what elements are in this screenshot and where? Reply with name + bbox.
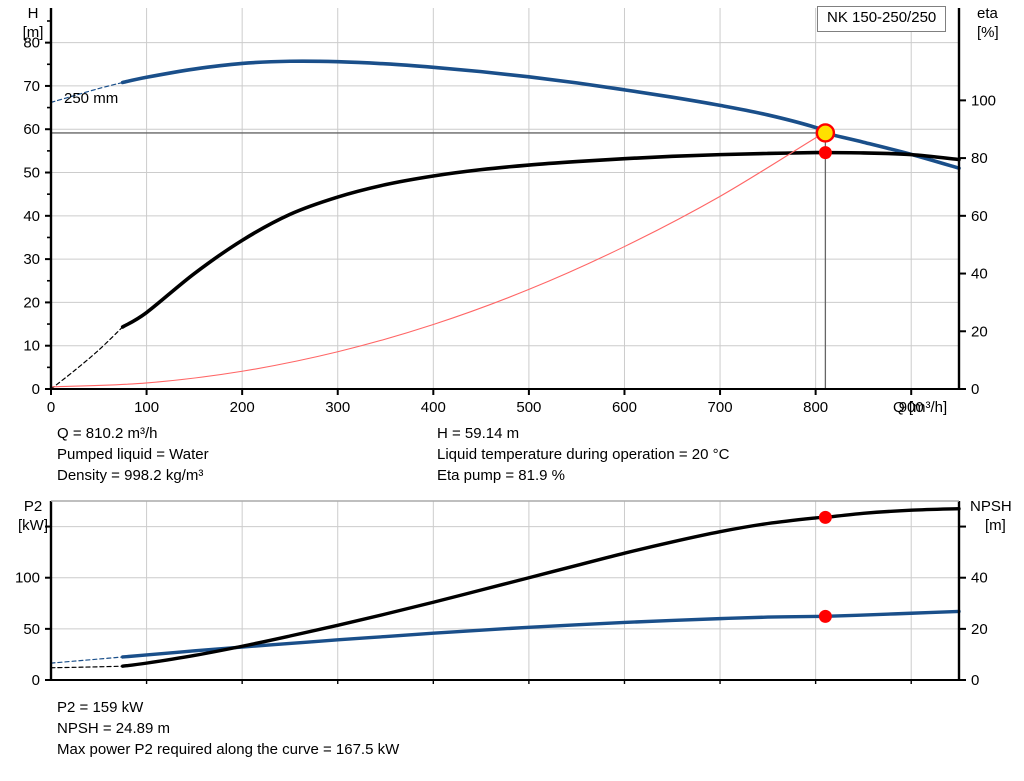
curve-npsh	[120, 609, 961, 659]
duty-point-marker-efficiency[interactable]	[818, 146, 832, 160]
y-axis-left-tick-label: 40	[23, 208, 40, 225]
y-axis-right-tick-label: 80	[971, 150, 988, 167]
y-axis-left-tick-label: 50	[23, 165, 40, 182]
y-axis-right-tick-label: 0	[971, 672, 979, 689]
y-axis-left-ticks: 0 50 100	[15, 525, 51, 689]
y-axis-left-tick-label: 80	[23, 35, 40, 52]
info-eta-pump: Eta pump = 81.9 %	[437, 467, 565, 484]
y-axis-left-unit: [m]	[23, 24, 44, 41]
x-axis-ticks: 0 100 200 300 400 500 600 700 800 900	[47, 389, 924, 416]
info-pumped-liquid: Pumped liquid = Water	[57, 446, 209, 463]
pump-model-label: NK 150-250/250	[817, 6, 947, 32]
curve-power-p2-extrapolated	[50, 665, 124, 669]
y-axis-right-tick-label: 40	[971, 570, 988, 587]
info-npsh: NPSH = 24.89 m	[57, 720, 170, 737]
y-axis-right-tick-label: 20	[971, 621, 988, 638]
y-axis-right-tick-label: 60	[971, 208, 988, 225]
x-axis-tick-label: 600	[612, 399, 637, 416]
y-axis-left-title: H	[28, 5, 39, 22]
x-axis-tick-label: 300	[325, 399, 350, 416]
info-flow: Q = 810.2 m³/h	[57, 425, 158, 442]
y-axis-right-unit: [%]	[977, 24, 999, 41]
x-axis-tick-label: 800	[803, 399, 828, 416]
x-axis-tick-label: 0	[47, 399, 55, 416]
y-axis-left-tick-label: 50	[23, 621, 40, 638]
y-axis-right-tick-label: 100	[971, 92, 996, 109]
y-axis-right-tick-label: 40	[971, 266, 988, 283]
x-axis-tick-label: 200	[230, 399, 255, 416]
info-p2: P2 = 159 kW	[57, 699, 144, 716]
power-info: P2 = 159 kW NPSH = 24.89 m Max power P2 …	[57, 697, 399, 760]
power-npsh-chart: 0 50 100 0 20 40 P2 [kW] NPSH [m]	[15, 498, 1012, 689]
y-axis-left-tick-label: 60	[23, 121, 40, 138]
curve-power-p2	[120, 506, 961, 668]
y-axis-left-tick-label: 10	[23, 338, 40, 355]
x-axis-tick-label: 700	[708, 399, 733, 416]
y-axis-left-tick-label: 30	[23, 251, 40, 268]
impeller-diameter-label: 250 mm	[64, 90, 118, 107]
series-group	[50, 59, 961, 390]
info-liquid-temperature: Liquid temperature during operation = 20…	[437, 446, 730, 463]
x-axis-title: Q [m³/h]	[893, 399, 947, 416]
y-axis-right-title: NPSH	[970, 498, 1012, 515]
info-density: Density = 998.2 kg/m³	[57, 467, 204, 484]
curve-efficiency-eta	[120, 150, 961, 329]
y-axis-left-tick-label: 0	[32, 381, 40, 398]
duty-info-left: Q = 810.2 m³/h Pumped liquid = Water Den…	[57, 423, 209, 486]
info-head: H = 59.14 m	[437, 425, 520, 442]
curve-efficiency-eta-extrapolated	[50, 326, 124, 390]
x-axis-tick-label: 100	[134, 399, 159, 416]
info-max-power: Max power P2 required along the curve = …	[57, 741, 400, 758]
duty-info-right: H = 59.14 m Liquid temperature during op…	[437, 423, 729, 486]
x-axis-ticks	[145, 680, 912, 684]
x-axis-tick-label: 500	[516, 399, 541, 416]
y-axis-left-tick-label: 70	[23, 78, 40, 95]
grid-lines	[51, 8, 959, 389]
y-axis-right-ticks: 0 20 40 60 80 100	[959, 92, 996, 398]
series-group	[50, 506, 961, 669]
y-axis-left-tick-label: 20	[23, 294, 40, 311]
y-axis-left-title: P2	[24, 498, 42, 515]
y-axis-left-unit: [kW]	[18, 517, 48, 534]
curve-system-curve	[50, 131, 828, 388]
y-axis-right-tick-label: 20	[971, 323, 988, 340]
y-axis-right-title: eta	[977, 5, 999, 22]
duty-point-marker-head[interactable]	[815, 123, 836, 143]
duty-point-marker-power[interactable]	[818, 510, 832, 524]
y-axis-left-tick-label: 0	[32, 672, 40, 689]
curve-npsh-extrapolated	[50, 656, 124, 664]
x-axis-tick-label: 900	[899, 399, 924, 416]
duty-point-marker-npsh[interactable]	[818, 609, 832, 623]
y-axis-left-ticks: 0 10 20 30 40 50 60 70 80	[23, 20, 51, 398]
y-axis-right-ticks: 0 20 40	[959, 525, 988, 689]
y-axis-right-unit: [m]	[985, 517, 1006, 534]
x-axis-tick-label: 400	[421, 399, 446, 416]
y-axis-left-tick-label: 100	[15, 570, 40, 587]
curve-head-h-extrapolated	[50, 81, 124, 103]
y-axis-right-tick-label: 0	[971, 381, 979, 398]
